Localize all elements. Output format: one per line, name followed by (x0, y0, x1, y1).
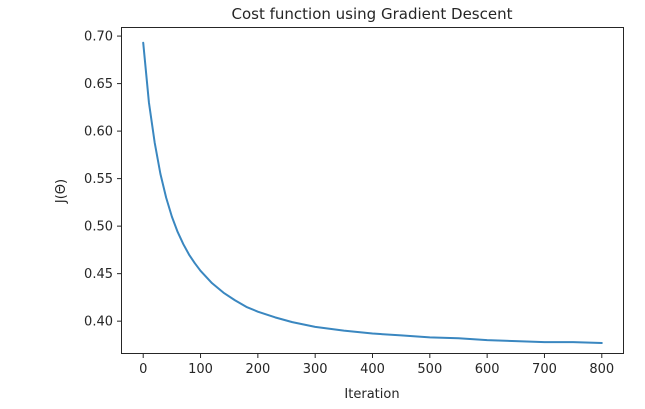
plot-frame (121, 27, 624, 354)
y-tick-label: 0.40 (84, 315, 113, 330)
y-tick-label: 0.45 (84, 267, 113, 282)
x-tick-label: 800 (589, 362, 614, 377)
x-axis-ticks: 0 100 200 300 400 500 600 700 800 (139, 353, 614, 377)
y-axis-label: J(Θ) (54, 179, 69, 204)
x-tick-label: 200 (245, 362, 270, 377)
chart-title: Cost function using Gradient Descent (232, 5, 513, 23)
y-tick-label: 0.70 (84, 30, 113, 45)
x-tick-label: 700 (532, 362, 557, 377)
y-axis-ticks: 0.40 0.45 0.50 0.55 0.60 0.65 0.70 (84, 30, 122, 330)
x-tick-label: 0 (139, 362, 147, 377)
x-tick-label: 100 (188, 362, 213, 377)
y-tick-label: 0.60 (84, 125, 113, 140)
series-line (142, 41, 603, 345)
series-group (142, 41, 603, 345)
x-axis-label: Iteration (344, 387, 399, 402)
x-tick-label: 300 (303, 362, 328, 377)
x-tick-label: 600 (475, 362, 500, 377)
x-tick-label: 500 (417, 362, 442, 377)
y-tick-label: 0.50 (84, 220, 113, 235)
y-tick-label: 0.55 (84, 172, 113, 187)
y-tick-label: 0.65 (84, 77, 113, 92)
x-tick-label: 400 (360, 362, 385, 377)
